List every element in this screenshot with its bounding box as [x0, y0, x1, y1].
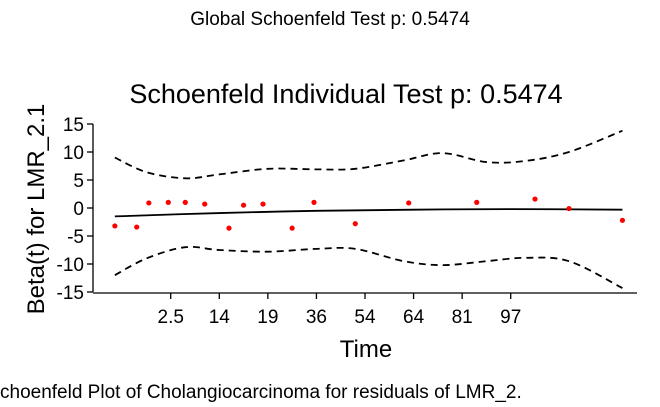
global-test-title: Global Schoenfeld Test p: 0.5474 — [190, 9, 470, 30]
y-axis-ticks: 15 10 5 0 -5 -10 -15 — [57, 115, 93, 304]
y-tick-label: 10 — [63, 143, 84, 164]
residual-point — [226, 225, 232, 231]
residual-point — [165, 199, 171, 205]
x-tick-label: 64 — [403, 307, 425, 328]
y-axis-label: Beta(t) for LMR_2.1 — [23, 104, 50, 315]
x-axis-ticks: 2.5 14 19 36 54 64 81 97 — [158, 293, 521, 328]
y-tick-label: -10 — [57, 255, 84, 276]
x-tick-label: 36 — [306, 307, 327, 328]
residual-point — [182, 199, 188, 205]
chart-title: Schoenfeld Individual Test p: 0.5474 — [129, 79, 562, 109]
residual-point — [146, 200, 152, 206]
y-tick-label: 0 — [73, 199, 84, 220]
figure-caption: choenfeld Plot of Cholangiocarcinoma for… — [0, 382, 522, 403]
residual-point — [260, 201, 266, 207]
residual-points — [112, 196, 626, 231]
plot-lines — [114, 129, 623, 289]
y-tick-label: -15 — [57, 283, 84, 304]
x-tick-label: 81 — [452, 307, 473, 328]
y-tick-label: 5 — [73, 171, 84, 192]
residual-point — [289, 225, 295, 231]
residual-point — [532, 196, 538, 202]
lower-confidence-band — [114, 245, 623, 289]
y-tick-label: 15 — [63, 115, 84, 136]
x-tick-label: 97 — [500, 307, 521, 328]
x-axis-label: Time — [340, 336, 392, 363]
residual-point — [202, 201, 208, 207]
residual-point — [406, 200, 412, 206]
x-tick-label: 14 — [209, 307, 231, 328]
residual-point — [619, 217, 626, 223]
residual-point — [112, 223, 118, 229]
residual-point — [352, 221, 358, 227]
x-tick-label: 54 — [354, 307, 376, 328]
residual-point — [566, 205, 572, 212]
residual-point — [134, 224, 140, 230]
x-tick-label: 19 — [257, 307, 278, 328]
residual-point — [311, 199, 317, 205]
upper-confidence-band — [114, 129, 623, 180]
fit-line — [114, 208, 623, 218]
x-tick-label: 2.5 — [158, 307, 184, 328]
residual-point — [474, 199, 480, 205]
residual-point — [240, 202, 247, 208]
y-tick-label: -5 — [67, 227, 84, 248]
